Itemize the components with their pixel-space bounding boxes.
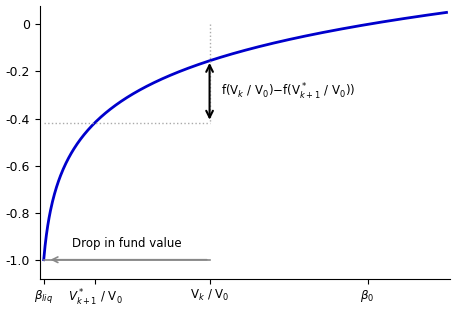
Text: Drop in fund value: Drop in fund value [72,237,181,250]
Text: f(V$_k$ / V$_0$)$-$f(V$^*_{k+1}$ / V$_0$)): f(V$_k$ / V$_0$)$-$f(V$^*_{k+1}$ / V$_0$… [221,82,355,102]
